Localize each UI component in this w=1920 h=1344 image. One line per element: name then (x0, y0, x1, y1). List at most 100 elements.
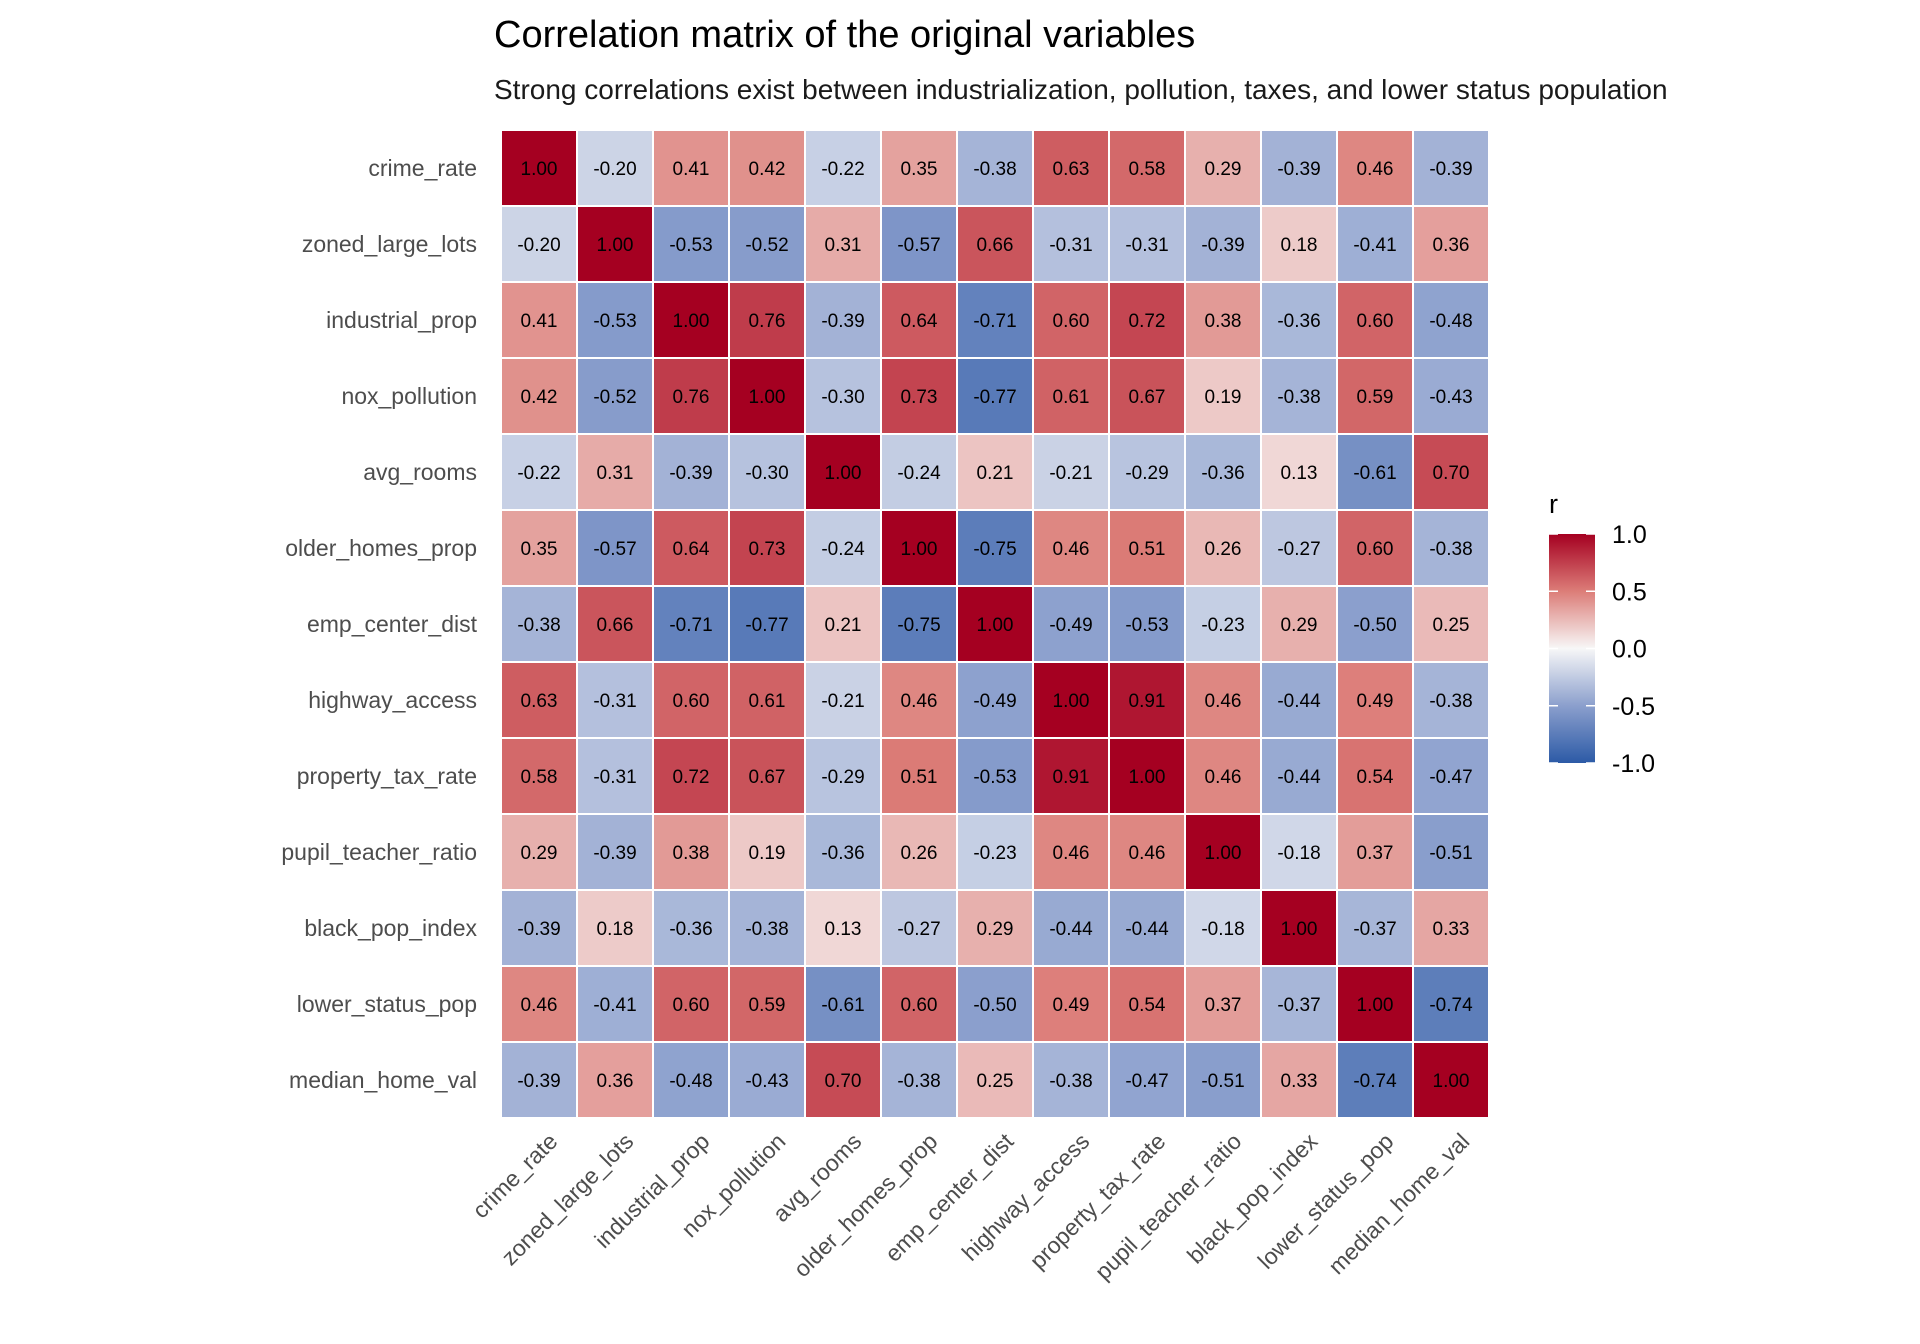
heatmap-cell-highway_access-avg_rooms (806, 663, 880, 737)
y-axis-label-nox_pollution: nox_pollution (341, 383, 477, 409)
cell-value-label: -0.61 (821, 995, 864, 1016)
heatmap-cell-avg_rooms-nox_pollution (730, 435, 804, 509)
cell-value-label: -0.49 (1049, 615, 1092, 636)
heatmap-cell-property_tax_rate-pupil_teacher_ratio (1186, 739, 1260, 813)
legend-tick-label: 1.0 (1612, 521, 1647, 549)
cell-value-label: -0.30 (821, 387, 864, 408)
heatmap-cell-nox_pollution-avg_rooms (806, 359, 880, 433)
heatmap-cell-emp_center_dist-lower_status_pop (1338, 587, 1412, 661)
cell-value-label: 0.64 (901, 311, 938, 332)
heatmap-cell-nox_pollution-median_home_val (1414, 359, 1488, 433)
cell-value-label: -0.20 (517, 235, 560, 256)
cell-value-label: -0.36 (821, 843, 864, 864)
chart-title: Correlation matrix of the original varia… (494, 14, 1195, 56)
heatmap-cell-median_home_val-median_home_val (1414, 1043, 1488, 1117)
heatmap-cell-zoned_large_lots-highway_access (1034, 207, 1108, 281)
heatmap-cell-zoned_large_lots-property_tax_rate (1110, 207, 1184, 281)
cell-value-label: 0.19 (1205, 387, 1242, 408)
heatmap-cell-avg_rooms-highway_access (1034, 435, 1108, 509)
cell-value-label: 0.46 (1053, 539, 1090, 560)
y-axis-label-highway_access: highway_access (308, 687, 477, 713)
cell-value-label: 0.54 (1357, 767, 1394, 788)
heatmap-cell-property_tax_rate-nox_pollution (730, 739, 804, 813)
heatmap-cell-crime_rate-zoned_large_lots (578, 131, 652, 205)
heatmap-cell-older_homes_prop-highway_access (1034, 511, 1108, 585)
heatmap-cell-emp_center_dist-crime_rate (502, 587, 576, 661)
cell-value-label: -0.49 (973, 691, 1016, 712)
heatmap-cell-crime_rate-property_tax_rate (1110, 131, 1184, 205)
heatmap-cell-lower_status_pop-emp_center_dist (958, 967, 1032, 1041)
y-axis-label-black_pop_index: black_pop_index (304, 915, 477, 941)
heatmap-cell-pupil_teacher_ratio-zoned_large_lots (578, 815, 652, 889)
heatmap-cell-emp_center_dist-pupil_teacher_ratio (1186, 587, 1260, 661)
cell-value-label: 0.33 (1281, 1071, 1318, 1092)
heatmap-cell-zoned_large_lots-black_pop_index (1262, 207, 1336, 281)
cell-value-label: -0.44 (1277, 767, 1321, 788)
cell-value-label: -0.38 (1429, 539, 1472, 560)
heatmap-cell-industrial_prop-black_pop_index (1262, 283, 1336, 357)
heatmap-cell-lower_status_pop-black_pop_index (1262, 967, 1336, 1041)
heatmap-cell-avg_rooms-avg_rooms (806, 435, 880, 509)
heatmap-cell-median_home_val-industrial_prop (654, 1043, 728, 1117)
heatmap-cell-emp_center_dist-property_tax_rate (1110, 587, 1184, 661)
cell-value-label: -0.38 (745, 919, 788, 940)
cell-value-label: 0.60 (1357, 311, 1394, 332)
cell-value-label: -0.44 (1125, 919, 1169, 940)
heatmap-cell-median_home_val-nox_pollution (730, 1043, 804, 1117)
heatmap-cell-pupil_teacher_ratio-property_tax_rate (1110, 815, 1184, 889)
heatmap-cell-highway_access-black_pop_index (1262, 663, 1336, 737)
cell-value-label: -0.24 (897, 463, 941, 484)
cell-value-label: -0.39 (1201, 235, 1244, 256)
cell-value-label: -0.20 (593, 159, 636, 180)
heatmap-cell-nox_pollution-older_homes_prop (882, 359, 956, 433)
cell-value-label: -0.44 (1277, 691, 1321, 712)
cell-value-label: -0.50 (973, 995, 1016, 1016)
cell-value-label: -0.41 (593, 995, 636, 1016)
heatmap-cell-avg_rooms-median_home_val (1414, 435, 1488, 509)
heatmap-cell-zoned_large_lots-industrial_prop (654, 207, 728, 281)
heatmap-cell-industrial_prop-highway_access (1034, 283, 1108, 357)
heatmap-cell-emp_center_dist-highway_access (1034, 587, 1108, 661)
heatmap-cell-industrial_prop-crime_rate (502, 283, 576, 357)
cell-value-label: 1.00 (673, 311, 710, 332)
heatmap-cell-zoned_large_lots-nox_pollution (730, 207, 804, 281)
heatmap-cell-crime_rate-older_homes_prop (882, 131, 956, 205)
heatmap-cell-property_tax_rate-avg_rooms (806, 739, 880, 813)
heatmap-cell-pupil_teacher_ratio-nox_pollution (730, 815, 804, 889)
cell-value-label: 0.29 (977, 919, 1014, 940)
cell-value-label: 0.37 (1357, 843, 1394, 864)
heatmap-cell-older_homes_prop-zoned_large_lots (578, 511, 652, 585)
cell-value-label: -0.43 (745, 1071, 788, 1092)
cell-value-label: 0.25 (977, 1071, 1014, 1092)
cell-value-label: -0.36 (1277, 311, 1320, 332)
heatmap-cell-crime_rate-emp_center_dist (958, 131, 1032, 205)
heatmap-cell-highway_access-crime_rate (502, 663, 576, 737)
cell-value-label: 1.00 (1205, 843, 1242, 864)
heatmap-cell-lower_status_pop-zoned_large_lots (578, 967, 652, 1041)
heatmap-cell-median_home_val-lower_status_pop (1338, 1043, 1412, 1117)
heatmap-cell-property_tax_rate-industrial_prop (654, 739, 728, 813)
heatmap-cell-zoned_large_lots-zoned_large_lots (578, 207, 652, 281)
heatmap-cell-zoned_large_lots-median_home_val (1414, 207, 1488, 281)
heatmap-cell-pupil_teacher_ratio-lower_status_pop (1338, 815, 1412, 889)
heatmap-cell-industrial_prop-zoned_large_lots (578, 283, 652, 357)
heatmap-cell-crime_rate-avg_rooms (806, 131, 880, 205)
heatmap-cell-avg_rooms-emp_center_dist (958, 435, 1032, 509)
heatmap-cell-industrial_prop-property_tax_rate (1110, 283, 1184, 357)
cell-value-label: 0.21 (825, 615, 862, 636)
color-legend: r 1.0 0.5 0.0 -0.5 -1.0 (1549, 489, 1655, 778)
heatmap-cell-avg_rooms-lower_status_pop (1338, 435, 1412, 509)
heatmap-cell-nox_pollution-zoned_large_lots (578, 359, 652, 433)
heatmap-cell-black_pop_index-nox_pollution (730, 891, 804, 965)
cell-value-label: -0.27 (1277, 539, 1320, 560)
y-axis-label-pupil_teacher_ratio: pupil_teacher_ratio (281, 839, 477, 865)
cell-value-label: 0.46 (1129, 843, 1166, 864)
heatmap-cell-emp_center_dist-median_home_val (1414, 587, 1488, 661)
cell-value-label: 1.00 (977, 615, 1014, 636)
heatmap-cell-older_homes_prop-avg_rooms (806, 511, 880, 585)
cell-value-label: -0.51 (1429, 843, 1472, 864)
heatmap-cell-crime_rate-pupil_teacher_ratio (1186, 131, 1260, 205)
y-axis-label-older_homes_prop: older_homes_prop (285, 535, 477, 561)
heatmap-cell-highway_access-median_home_val (1414, 663, 1488, 737)
cell-value-label: 0.18 (597, 919, 634, 940)
